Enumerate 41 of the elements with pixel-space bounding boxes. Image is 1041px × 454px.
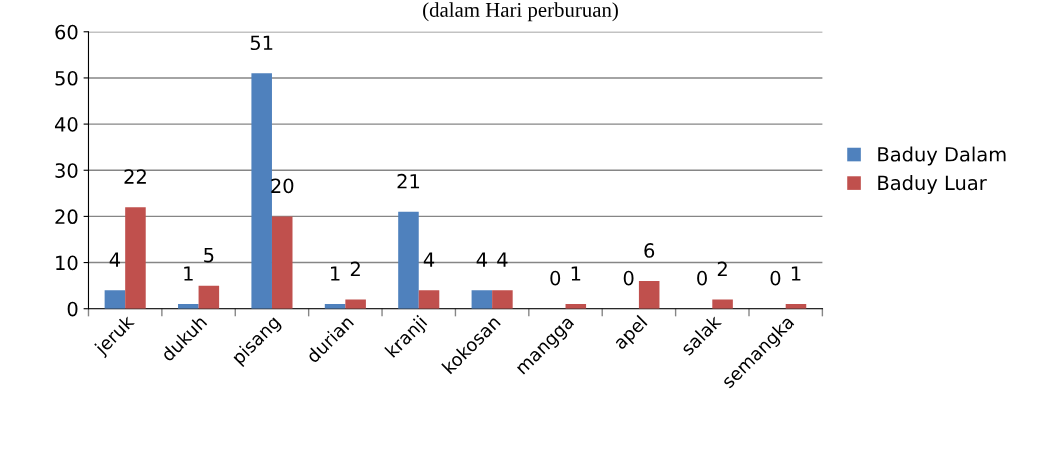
data-label: 4: [497, 252, 508, 267]
y-tick-label: 60: [55, 24, 78, 40]
data-label: 1: [331, 266, 340, 281]
data-label: 2: [350, 261, 360, 276]
data-label: 4: [476, 252, 487, 267]
bar: [712, 299, 733, 309]
data-label: 0: [550, 270, 561, 286]
legend-label: Baduy Dalam: [878, 146, 1006, 166]
legend-label: Baduy Luar: [878, 175, 987, 194]
data-label: 5: [204, 247, 214, 263]
data-label: 21: [397, 173, 420, 189]
data-label: 1: [184, 266, 193, 281]
bar: [418, 290, 440, 309]
bar: [198, 285, 220, 309]
data-label: 2: [717, 261, 727, 276]
y-tick-label: 40: [54, 117, 78, 132]
bar: [398, 211, 419, 309]
bar: [345, 299, 366, 309]
data-label: 0: [697, 270, 707, 286]
data-label: 51: [250, 35, 273, 51]
data-label: 0: [770, 270, 781, 286]
bar: [251, 73, 272, 309]
y-tick-label: 30: [55, 163, 78, 178]
bar: [104, 290, 126, 309]
data-label: 4: [109, 252, 120, 267]
bar: [471, 290, 493, 309]
y-tick-label: 20: [55, 209, 78, 225]
y-tick-label: 50: [55, 70, 78, 86]
bar: [638, 281, 660, 309]
bar: [271, 216, 293, 309]
data-label: 6: [644, 243, 655, 258]
data-label: 1: [791, 266, 801, 281]
chart-title: (dalam Hari perburuan): [423, 2, 618, 22]
bar: [125, 207, 146, 309]
data-label: 22: [124, 169, 146, 184]
bar: [492, 290, 513, 309]
y-tick-label: 10: [56, 255, 78, 271]
data-label: 1: [571, 266, 581, 281]
data-label: 4: [423, 252, 435, 267]
y-tick-label: 0: [67, 301, 78, 317]
data-label: 0: [623, 270, 634, 286]
